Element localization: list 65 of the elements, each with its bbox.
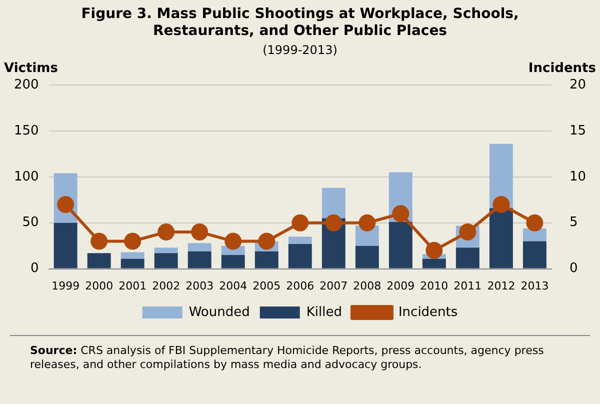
bar [54, 222, 78, 268]
source-note: Source: CRS analysis of FBI Supplementary Homicide Reports, press accounts, agency press releases, and other compilations by mass media and advocacy groups. [30, 344, 544, 371]
x-tick-label: 2010 [420, 279, 448, 292]
y-tick-label: 100 [14, 169, 39, 184]
x-tick-label: 2003 [186, 279, 214, 292]
legend-label: Killed [306, 304, 342, 320]
point [124, 232, 142, 250]
bar [355, 246, 379, 268]
x-tick-label: 2005 [252, 279, 281, 292]
y-tick-label: 150 [14, 123, 39, 138]
x-tick-label: 2008 [353, 279, 382, 292]
x-tick-label: 2004 [219, 279, 248, 292]
y-tick-label: 0 [30, 261, 39, 276]
x-tick-label: 2013 [520, 279, 549, 292]
y2-tick-label: 10 [569, 169, 586, 184]
y2-tick-label: 5 [569, 215, 578, 230]
point [526, 214, 544, 232]
y2-tick-label: 20 [569, 77, 586, 92]
chart-title: Figure 3. Mass Public Shootings at Workplace, Schools, Restaurants, and Other Public Places [80, 6, 520, 40]
x-tick-label: 2001 [118, 279, 147, 292]
x-tick-label: 2006 [286, 279, 314, 292]
x-tick-label: 2012 [487, 279, 516, 292]
x-tick-label: 2011 [454, 279, 482, 292]
bar [87, 253, 111, 268]
y2-tick-label: 15 [569, 123, 586, 138]
point [426, 242, 443, 259]
bar [254, 251, 278, 268]
bar [188, 251, 212, 268]
bar [120, 258, 144, 268]
bar [288, 236, 312, 244]
chart-subtitle: (1999-2013) [262, 43, 338, 57]
bar [120, 252, 144, 259]
point [392, 205, 410, 222]
point [258, 232, 276, 250]
bar [522, 241, 546, 268]
point [358, 214, 376, 232]
legend-label: Wounded [188, 304, 250, 320]
bar [221, 255, 245, 268]
point [90, 232, 108, 250]
y-axis-title: Victims [4, 60, 58, 76]
point [492, 196, 510, 213]
bar [288, 244, 312, 268]
y2-tick-label: 0 [569, 261, 578, 276]
point [292, 214, 309, 232]
point [191, 224, 208, 241]
legend-label: Incidents [398, 304, 458, 320]
bar [489, 208, 513, 268]
bar [188, 243, 212, 252]
bar [422, 258, 446, 268]
x-tick-label: 2009 [386, 279, 415, 292]
x-tick-label: 2000 [85, 279, 114, 292]
point [158, 224, 175, 241]
bar [322, 188, 346, 218]
y-tick-label: 50 [22, 215, 39, 230]
x-tick-label: 2002 [152, 279, 180, 292]
point [224, 232, 242, 250]
bar [388, 222, 412, 268]
bar [456, 248, 480, 268]
x-tick-label: 2007 [320, 279, 348, 292]
y-tick-label: 200 [14, 77, 39, 92]
bar [154, 253, 178, 268]
x-tick-label: 1999 [52, 279, 80, 292]
point [325, 214, 342, 232]
bar [154, 248, 178, 254]
y2-axis-title: Incidents [528, 60, 596, 76]
